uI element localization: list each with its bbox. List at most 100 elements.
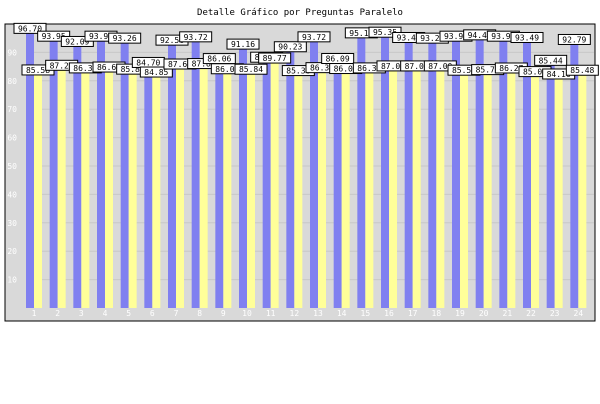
bar-s0-8 [191, 41, 200, 308]
data-label-s0-21: 93.95 [491, 32, 515, 41]
bar-s1-24 [578, 65, 587, 308]
bar-s0-13 [310, 41, 318, 308]
bar-s1-12 [294, 65, 303, 308]
data-label-s1-13: 86.39 [310, 64, 334, 73]
data-label-s1-24: 85.48 [570, 66, 594, 75]
data-label-s1-22: 85.00 [523, 68, 547, 77]
bar-s1-7 [176, 59, 184, 309]
x-tick-label-11: 11 [266, 309, 276, 318]
bar-s1-23 [554, 68, 563, 309]
y-tick-label-3: 40 [7, 190, 17, 199]
bar-s1-16 [389, 60, 397, 308]
bar-s1-17 [412, 60, 421, 308]
data-label-s0-19: 93.95 [444, 32, 468, 41]
bar-s1-14 [341, 63, 350, 308]
bar-s1-10 [247, 64, 255, 308]
x-tick-label-6: 6 [150, 309, 155, 318]
bar-s1-9 [223, 63, 232, 309]
bars-layer [26, 33, 587, 309]
bar-s1-1 [34, 64, 42, 309]
data-label-s1-11: 89.77 [263, 54, 287, 63]
data-label-s0-10: 91.16 [231, 40, 255, 49]
x-tick-label-17: 17 [408, 309, 418, 318]
data-label-s1-16: 87.00 [381, 62, 405, 71]
bar-s0-15 [357, 37, 366, 309]
x-tick-label-7: 7 [174, 309, 179, 318]
bar-s0-21 [499, 41, 508, 308]
bar-s0-4 [97, 41, 105, 308]
bar-s0-11 [262, 62, 271, 309]
bar-s1-2 [57, 60, 66, 309]
data-label-box-s1-10 [234, 63, 268, 75]
bar-s0-16 [381, 37, 389, 309]
bar-s0-3 [73, 46, 82, 308]
data-label-s0-13: 93.72 [302, 33, 326, 42]
y-tick-label-2: 30 [7, 219, 17, 228]
data-label-s0-20: 94.42 [468, 31, 492, 40]
data-label-s1-20: 85.70 [476, 66, 500, 75]
x-tick-label-8: 8 [197, 309, 202, 318]
x-tick-label-5: 5 [126, 309, 131, 318]
data-label-s1-4: 86.61 [97, 63, 121, 72]
data-label-s0-4: 93.95 [89, 32, 113, 41]
bar-s0-5 [120, 43, 129, 308]
data-label-box-s0-1 [13, 22, 47, 34]
y-tick-label-7: 80 [7, 77, 17, 86]
data-label-s1-21: 86.27 [499, 64, 523, 73]
data-label-box-s0-12 [273, 41, 307, 53]
x-tick-label-4: 4 [103, 309, 108, 318]
x-tick-labels: 1 2 3 4 5 6 7 8 9 10 11 12 13 14 15 16 17 18 19 20 21 22 23 24 [32, 309, 584, 318]
data-label-s0-12: 90.23 [278, 43, 302, 52]
data-label-box-s1-11 [258, 52, 292, 64]
y-tick-label-4: 50 [7, 162, 17, 171]
bar-s0-1 [26, 33, 34, 308]
data-label-box-s1-6 [139, 66, 173, 78]
bar-s0-18 [428, 43, 437, 308]
data-label-s1-3: 86.30 [73, 64, 97, 73]
bar-s1-22 [531, 66, 539, 308]
bar-s0-24 [570, 44, 579, 308]
data-label-s1-10: 85.84 [239, 65, 263, 74]
x-tick-label-18: 18 [432, 309, 442, 318]
data-label-s0-16: 95.35 [373, 28, 397, 37]
x-tick-label-12: 12 [290, 309, 300, 318]
x-tick-label-21: 21 [503, 309, 513, 318]
data-label-s0-18: 93.26 [420, 34, 444, 43]
data-label-s1-15: 86.30 [357, 64, 381, 73]
x-tick-label-23: 23 [550, 309, 560, 318]
bar-s1-20 [483, 64, 492, 308]
data-label-box-s0-13 [297, 31, 331, 43]
data-label-s1-19: 85.50 [452, 66, 476, 75]
bar-s1-6 [152, 67, 161, 308]
y-tick-labels: 10 20 30 40 50 60 70 80 90 [7, 48, 17, 284]
bar-s1-5 [128, 64, 137, 308]
data-label-s0-9: 86.06 [207, 55, 231, 64]
bar-s0-23 [546, 65, 555, 308]
data-label-s0-17: 93.49 [397, 33, 421, 42]
bar-s0-2 [49, 41, 58, 308]
x-tick-label-9: 9 [221, 309, 226, 318]
x-tick-label-1: 1 [32, 309, 37, 318]
bar-s0-14 [333, 63, 342, 309]
y-tick-label-6: 70 [7, 105, 17, 114]
data-label-box-s0-8 [179, 31, 213, 43]
data-label-s0-7: 92.56 [160, 36, 184, 45]
bar-s0-12 [286, 51, 295, 309]
x-tick-label-10: 10 [242, 309, 252, 318]
bar-s0-6 [144, 67, 153, 309]
bar-s0-10 [239, 49, 247, 309]
bar-s0-7 [168, 45, 176, 308]
bar-s0-20 [475, 39, 484, 308]
data-label-s1-23: 84.16 [547, 70, 571, 79]
x-tick-label-2: 2 [55, 309, 60, 318]
x-tick-label-20: 20 [479, 309, 489, 318]
data-label-s0-23: 85.44 [539, 56, 563, 65]
bar-s1-18 [436, 60, 445, 308]
bar-s1-4 [105, 62, 113, 308]
y-tick-label-8: 90 [7, 48, 17, 57]
y-tick-label-5: 60 [7, 134, 17, 143]
bar-s0-19 [452, 41, 460, 308]
bar-s1-15 [365, 62, 374, 308]
